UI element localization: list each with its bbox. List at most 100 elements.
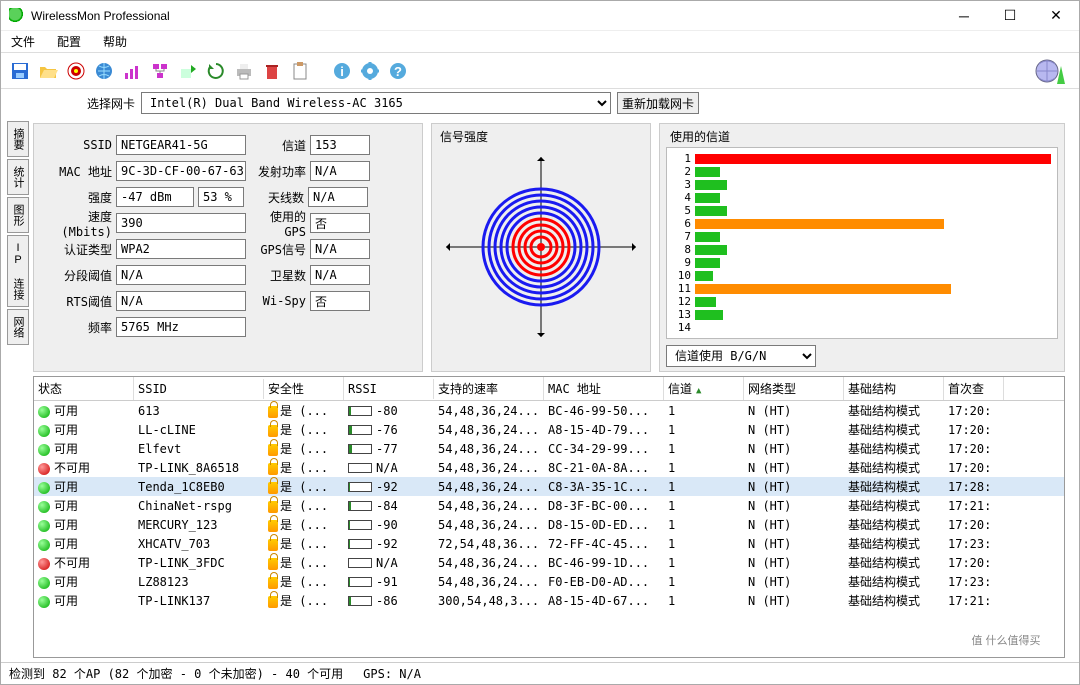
channel-bar: 9: [673, 256, 1051, 269]
mac-label: MAC 地址: [40, 163, 112, 180]
sidetab-graph[interactable]: 图形: [7, 197, 29, 233]
col-rssi[interactable]: RSSI: [344, 379, 434, 399]
delete-icon[interactable]: [259, 58, 285, 84]
adapter-row: 选择网卡 Intel(R) Dual Band Wireless-AC 3165…: [1, 89, 1079, 117]
gps-value: 否: [310, 213, 370, 233]
settings-icon[interactable]: [357, 58, 383, 84]
channel-title: 使用的信道: [670, 128, 1058, 145]
signal-panel: 信号强度: [431, 123, 651, 372]
col-status[interactable]: 状态: [34, 377, 134, 400]
info-icon[interactable]: i: [329, 58, 355, 84]
app-window: WirelessMon Professional ─ ☐ ✕ 文件 配置 帮助 …: [0, 0, 1080, 685]
globe-icon[interactable]: [91, 58, 117, 84]
sat-label: 卫星数: [250, 267, 306, 284]
channel-bar: 6: [673, 217, 1051, 230]
network-icon[interactable]: [147, 58, 173, 84]
table-row[interactable]: 可用Elfevt是 (...-7754,48,36,24...CC-34-29-…: [34, 439, 1064, 458]
txpwr-label: 发射功率: [250, 163, 306, 180]
adapter-label: 选择网卡: [75, 95, 135, 112]
channel-bar: 8: [673, 243, 1051, 256]
menu-help[interactable]: 帮助: [97, 31, 133, 52]
freq-label: 频率: [40, 319, 112, 336]
table-row[interactable]: 可用Tenda_1C8EB0是 (...-9254,48,36,24...C8-…: [34, 477, 1064, 496]
chan-label: 信道: [250, 137, 306, 154]
help-icon[interactable]: ?: [385, 58, 411, 84]
col-infra[interactable]: 基础结构: [844, 377, 944, 400]
side-tabs: 摘要 统计 图形 IP 连接 网络: [7, 117, 29, 660]
grid-body[interactable]: 可用613是 (...-8054,48,36,24...BC-46-99-50.…: [34, 401, 1064, 657]
ant-value: N/A: [308, 187, 368, 207]
sidetab-stats[interactable]: 统计: [7, 159, 29, 195]
chart-icon[interactable]: [119, 58, 145, 84]
ap-grid: 状态 SSID 安全性 RSSI 支持的速率 MAC 地址 信道▲ 网络类型 基…: [33, 376, 1065, 658]
channel-bar: 3: [673, 178, 1051, 191]
rts-label: RTS阈值: [40, 293, 112, 310]
reload-adapter-button[interactable]: 重新加载网卡: [617, 92, 699, 114]
strength-label: 强度: [40, 189, 112, 206]
auth-label: 认证类型: [40, 241, 112, 258]
ant-label: 天线数: [248, 189, 304, 206]
channel-bar: 13: [673, 308, 1051, 321]
signal-radar: [436, 147, 646, 347]
channel-bar: 12: [673, 295, 1051, 308]
menu-config[interactable]: 配置: [51, 31, 87, 52]
sidetab-summary[interactable]: 摘要: [7, 121, 29, 157]
col-ssid[interactable]: SSID: [134, 379, 264, 399]
rate-value: 390: [116, 213, 246, 233]
clipboard-icon[interactable]: [287, 58, 313, 84]
mac-value: 9C-3D-CF-00-67-63: [116, 161, 246, 181]
col-channel[interactable]: 信道▲: [664, 377, 744, 400]
channel-mode-select[interactable]: 信道使用 B/G/N: [666, 345, 816, 367]
menubar: 文件 配置 帮助: [1, 31, 1079, 53]
channel-bars: 1234567891011121314: [666, 147, 1058, 339]
rts-value: N/A: [116, 291, 246, 311]
print-icon[interactable]: [231, 58, 257, 84]
sat-value: N/A: [310, 265, 370, 285]
auth-value: WPA2: [116, 239, 246, 259]
table-row[interactable]: 不可用TP-LINK_8A6518是 (...N/A54,48,36,24...…: [34, 458, 1064, 477]
table-row[interactable]: 可用MERCURY_123是 (...-9054,48,36,24...D8-1…: [34, 515, 1064, 534]
col-rate[interactable]: 支持的速率: [434, 377, 544, 400]
table-row[interactable]: 可用LL-cLINE是 (...-7654,48,36,24...A8-15-4…: [34, 420, 1064, 439]
channel-bar: 10: [673, 269, 1051, 282]
window-title: WirelessMon Professional: [31, 9, 941, 23]
target-icon[interactable]: [63, 58, 89, 84]
adapter-select[interactable]: Intel(R) Dual Band Wireless-AC 3165: [141, 92, 611, 114]
strength-pct: 53 %: [198, 187, 244, 207]
signal-title: 信号强度: [440, 128, 646, 145]
col-firstseen[interactable]: 首次查: [944, 377, 1004, 400]
table-row[interactable]: 可用TP-LINK137是 (...-86300,54,48,3...A8-15…: [34, 591, 1064, 610]
table-row[interactable]: 可用613是 (...-8054,48,36,24...BC-46-99-50.…: [34, 401, 1064, 420]
col-security[interactable]: 安全性: [264, 377, 344, 400]
txpwr-value: N/A: [310, 161, 370, 181]
frag-value: N/A: [116, 265, 246, 285]
channel-bar: 4: [673, 191, 1051, 204]
table-row[interactable]: 可用LZ88123是 (...-9154,48,36,24...F0-EB-D0…: [34, 572, 1064, 591]
sidetab-ip[interactable]: IP 连接: [7, 235, 29, 307]
export-icon[interactable]: [175, 58, 201, 84]
menu-file[interactable]: 文件: [5, 31, 41, 52]
svg-text:i: i: [340, 64, 344, 79]
maximize-button[interactable]: ☐: [987, 1, 1033, 31]
col-mac[interactable]: MAC 地址: [544, 377, 664, 400]
table-row[interactable]: 可用ChinaNet-rspg是 (...-8454,48,36,24...D8…: [34, 496, 1064, 515]
table-row[interactable]: 不可用TP-LINK_3FDC是 (...N/A54,48,36,24...BC…: [34, 553, 1064, 572]
channel-bar: 5: [673, 204, 1051, 217]
save-icon[interactable]: [7, 58, 33, 84]
minimize-button[interactable]: ─: [941, 1, 987, 31]
watermark: 值 什么值得买: [951, 624, 1061, 656]
status-ap-count: 检测到 82 个AP (82 个加密 - 0 个未加密) - 40 个可用: [9, 665, 343, 682]
close-button[interactable]: ✕: [1033, 1, 1079, 31]
sidetab-net[interactable]: 网络: [7, 309, 29, 345]
channel-bar: 11: [673, 282, 1051, 295]
open-icon[interactable]: [35, 58, 61, 84]
refresh-icon[interactable]: [203, 58, 229, 84]
col-nettype[interactable]: 网络类型: [744, 377, 844, 400]
status-gps: GPS: N/A: [363, 667, 421, 681]
chan-value: 153: [310, 135, 370, 155]
svg-text:?: ?: [394, 64, 402, 79]
grid-header: 状态 SSID 安全性 RSSI 支持的速率 MAC 地址 信道▲ 网络类型 基…: [34, 377, 1064, 401]
ssid-label: SSID: [40, 138, 112, 152]
table-row[interactable]: 可用XHCATV_703是 (...-9272,54,48,36...72-FF…: [34, 534, 1064, 553]
channel-panel: 使用的信道 1234567891011121314 信道使用 B/G/N: [659, 123, 1065, 372]
